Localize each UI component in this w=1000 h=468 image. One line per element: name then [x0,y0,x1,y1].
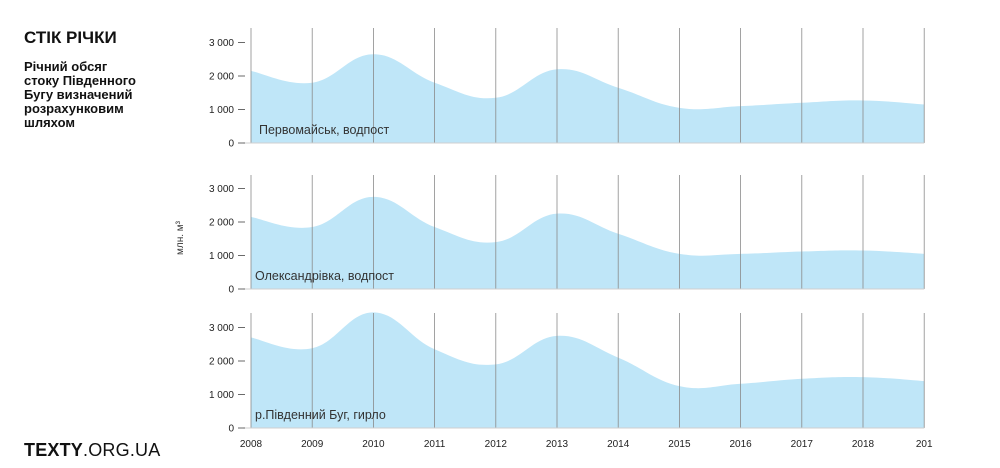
x-tick-label: 2018 [852,439,875,450]
x-tick-label: 2008 [240,439,263,450]
series-area-2 [251,196,925,289]
series-area-1 [251,54,925,143]
y-tick-label: 2 000 [209,357,234,368]
y-tick-label: 3 000 [209,184,234,195]
x-tick-label: 2014 [607,439,630,450]
y-axis-label: млн. м³ [175,220,186,255]
y-tick-label: 2 000 [209,218,234,229]
x-tick-label: 2009 [301,439,324,450]
x-tick-label: 2011 [424,439,446,450]
y-tick-label: 2 000 [209,72,234,83]
panel-label: Олександрівка, водпост [255,269,394,283]
y-tick-label: 3 000 [209,323,234,334]
y-tick-label: 1 000 [209,251,234,262]
panel-label: Первомайськ, водпост [259,123,389,137]
chart-subtitle: Річний обсяг стоку Південного Бугу визна… [24,59,136,130]
x-tick-label: 2015 [668,439,691,450]
y-tick-label: 3 000 [209,38,234,49]
x-axis: 2008 2009 2010 2011 2012 2013 2014 2015 2016 2017… [240,439,933,450]
chart-panel-2: 0 1 000 2 000 3 000 Олександрівка, водпост [209,175,925,296]
y-tick-label: 0 [228,285,234,296]
series-area-3 [251,312,925,428]
panel-label: р.Південний Буг, гирло [255,408,386,422]
y-tick-label: 1 000 [209,105,234,116]
brand-logo[interactable]: TEXTY.ORG.UA [24,440,160,461]
x-tick-label: 2016 [729,439,752,450]
x-tick-label: 2017 [791,439,814,450]
y-tick-label: 0 [228,424,234,435]
y-tick-label: 1 000 [209,390,234,401]
chart-title: СТІК РІЧКИ [24,28,117,47]
x-tick-label: 2010 [362,439,385,450]
x-tick-label: 2012 [485,439,508,450]
x-tick-label: 201 [916,439,933,450]
chart-panel-3: 0 1 000 2 000 3 000 р.Південний Буг, гирло [209,312,925,435]
x-tick-label: 2013 [546,439,569,450]
brand-suffix: .ORG.UA [83,440,161,460]
chart-panel-1: 0 1 000 2 000 3 000 Первомайськ, водпост [209,28,925,150]
y-tick-label: 0 [228,139,234,150]
brand-main: TEXTY [24,440,84,460]
